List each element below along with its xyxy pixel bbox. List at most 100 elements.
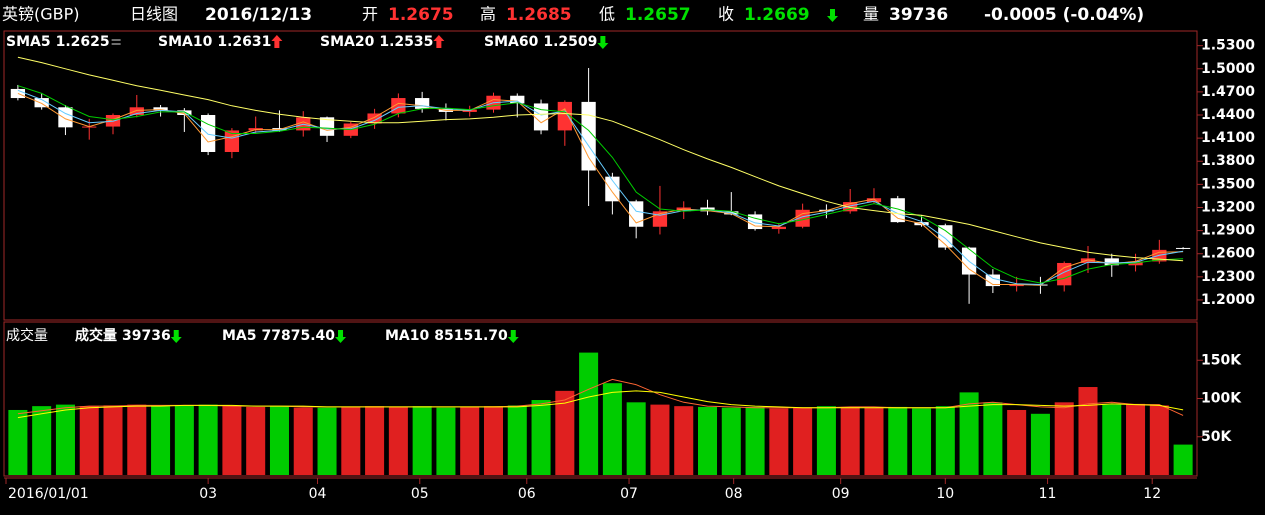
header: 英镑(GBP) 日线图 2016/12/13 开 1.2675 高 1.2685… xyxy=(2,5,1144,26)
volume-bar xyxy=(983,402,1003,475)
volume-bar xyxy=(912,408,932,475)
volume-bar xyxy=(507,405,527,475)
legend-name: SMA20 xyxy=(320,34,375,50)
legend-value: 1.2509 xyxy=(543,34,597,50)
y-tick-label: 1.4100 xyxy=(1201,130,1255,146)
legend-trend xyxy=(433,35,445,48)
legend-name: MA5 xyxy=(222,328,257,344)
candle-body xyxy=(319,117,335,136)
volume-bar xyxy=(1078,387,1098,475)
date: 2016/12/13 xyxy=(205,5,312,25)
candle-body xyxy=(629,201,644,227)
candle-body xyxy=(200,115,216,152)
x-tick-label: 07 xyxy=(620,486,638,502)
volume-bar xyxy=(935,406,955,475)
x-tick-label: 08 xyxy=(725,486,743,502)
x-tick-label: 09 xyxy=(832,486,850,502)
volume-bar xyxy=(816,406,836,475)
candle-body xyxy=(1057,262,1072,286)
candle-body xyxy=(771,226,786,230)
legend-name: MA10 xyxy=(385,328,430,344)
legend-value: 39736 xyxy=(122,328,171,344)
legend-trend xyxy=(597,36,609,49)
candle-body xyxy=(1175,247,1191,249)
legend-name: SMA5 xyxy=(6,34,51,50)
volume-bar xyxy=(55,404,75,475)
candle-body xyxy=(510,95,525,104)
symbol: 英镑(GBP) xyxy=(2,5,80,24)
volume-bar xyxy=(174,405,194,475)
close-label: 收 xyxy=(718,5,734,24)
y-tick-label: 1.5300 xyxy=(1201,38,1255,54)
volume-bar xyxy=(365,406,385,475)
candle-body xyxy=(557,101,572,131)
candle-body xyxy=(605,176,620,202)
x-tick-label: 03 xyxy=(199,486,217,502)
ma-line xyxy=(17,89,1184,286)
ma-line xyxy=(17,85,1184,284)
volume-bar xyxy=(864,407,884,475)
candle-body xyxy=(795,209,810,227)
y-tick-label: 1.5000 xyxy=(1201,61,1255,77)
y-tick-label: 1.4700 xyxy=(1201,84,1255,100)
candle-body xyxy=(415,98,430,109)
volume-bar xyxy=(555,390,575,475)
volume-bar xyxy=(1173,444,1193,475)
volume-bar xyxy=(317,407,337,475)
change-value: -0.0005 (-0.04%) xyxy=(984,5,1144,25)
y-tick-label: 1.3500 xyxy=(1201,176,1255,192)
candle-body xyxy=(985,274,1001,287)
volume-bar xyxy=(388,406,408,475)
volume-bar xyxy=(1126,403,1146,475)
low-label: 低 xyxy=(599,5,615,24)
high-value: 1.2685 xyxy=(506,5,572,25)
volume-bar xyxy=(1007,409,1027,475)
volume-bar xyxy=(674,406,694,475)
volume-bar xyxy=(436,407,456,475)
volume-bar xyxy=(793,407,813,475)
volume-bar xyxy=(531,400,551,475)
volume-bar xyxy=(222,406,242,475)
volume-bar xyxy=(103,405,123,475)
ma-line xyxy=(17,56,1184,262)
legend-value: 1.2625 xyxy=(56,34,110,50)
candle-body xyxy=(1080,258,1096,263)
volume-bar xyxy=(602,383,622,475)
volume-bar xyxy=(1102,404,1122,475)
candle-body xyxy=(533,103,549,131)
y-tick-label: 1.2300 xyxy=(1201,269,1255,285)
volume-bar xyxy=(1149,405,1169,475)
y-tick-label: 50K xyxy=(1201,429,1232,445)
candle-body xyxy=(866,198,882,203)
y-tick-label: 1.3800 xyxy=(1201,153,1255,169)
x-tick-label: 06 xyxy=(518,486,536,502)
y-tick-label: 150K xyxy=(1201,352,1242,368)
volume-bar xyxy=(1054,402,1074,475)
y-tick-label: 1.2600 xyxy=(1201,246,1255,262)
close-value: 1.2669 xyxy=(744,5,810,25)
candle-body xyxy=(153,107,168,111)
ma-line xyxy=(17,390,1184,419)
y-tick-label: 1.2900 xyxy=(1201,223,1255,239)
legend-value: 77875.40 xyxy=(262,328,336,344)
volume-bar xyxy=(293,407,313,475)
volume-bar xyxy=(198,404,218,475)
volume-bar xyxy=(888,406,908,475)
volume-bar xyxy=(8,409,28,475)
volume-bar xyxy=(840,406,860,475)
low-value: 1.2657 xyxy=(625,5,691,25)
legend-name: SMA10 xyxy=(158,34,213,50)
candle-body xyxy=(129,107,144,116)
volume-bar xyxy=(483,406,504,475)
candle-body xyxy=(581,101,596,171)
x-tick-label: 04 xyxy=(309,486,327,502)
candle-body xyxy=(367,113,382,124)
legend-trend xyxy=(271,35,283,48)
ma-line xyxy=(17,92,1184,286)
high-label: 高 xyxy=(480,5,496,24)
volume-bar xyxy=(32,406,52,475)
volume-bar xyxy=(721,407,741,475)
candle-body xyxy=(1009,284,1024,287)
volume-title: 成交量 xyxy=(6,327,48,344)
volume-bar xyxy=(412,406,432,475)
